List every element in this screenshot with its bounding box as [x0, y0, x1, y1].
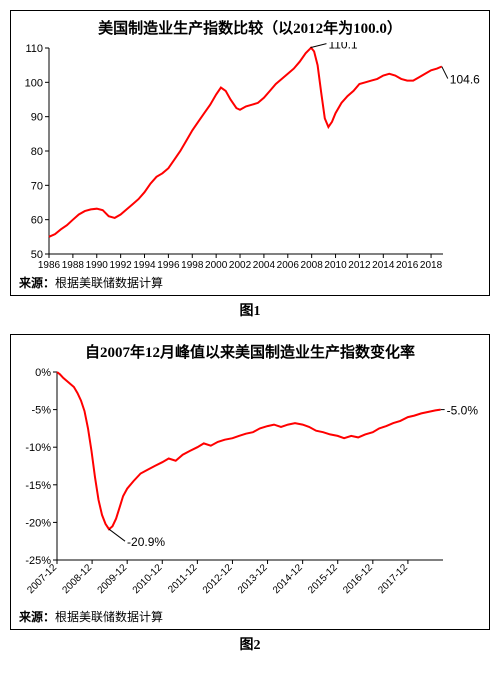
chart2-container: 自2007年12月峰值以来美国制造业生产指数变化率 0% -5% -10% -15% -…	[10, 334, 490, 630]
svg-text:2018: 2018	[420, 260, 443, 271]
svg-text:-15%: -15%	[25, 480, 51, 492]
svg-text:2012: 2012	[348, 260, 371, 271]
svg-text:70: 70	[31, 180, 43, 192]
svg-text:2008-12: 2008-12	[60, 562, 94, 596]
svg-text:100: 100	[25, 77, 43, 89]
svg-text:-10%: -10%	[25, 442, 51, 454]
chart2-fig-label: 图2	[10, 634, 490, 654]
svg-text:1988: 1988	[62, 260, 85, 271]
svg-text:2009-12: 2009-12	[96, 562, 130, 596]
svg-text:2015-12: 2015-12	[306, 562, 340, 596]
svg-text:0%: 0%	[35, 367, 51, 379]
svg-text:2016: 2016	[396, 260, 419, 271]
svg-text:2014-12: 2014-12	[271, 562, 305, 596]
svg-text:2017-12: 2017-12	[376, 562, 410, 596]
svg-text:2013-12: 2013-12	[236, 562, 270, 596]
svg-text:-20%: -20%	[25, 517, 51, 529]
chart1-svg: 5060708090100110198619881990199219941996…	[19, 42, 481, 272]
svg-text:2014: 2014	[372, 260, 395, 271]
chart1-title: 美国制造业生产指数比较（以2012年为100.0）	[19, 17, 481, 38]
chart1-source-prefix: 来源：	[19, 276, 55, 290]
svg-text:-5%: -5%	[31, 405, 51, 417]
svg-text:2008: 2008	[301, 260, 324, 271]
svg-text:110.1: 110.1	[328, 42, 357, 52]
chart2-source-text: 根据美联储数据计算	[55, 610, 163, 624]
svg-text:2010: 2010	[324, 260, 347, 271]
svg-text:-20.9%: -20.9%	[127, 535, 165, 549]
chart2-source: 来源：根据美联储数据计算	[19, 608, 481, 625]
svg-text:2011-12: 2011-12	[166, 562, 200, 596]
svg-text:2012-12: 2012-12	[201, 562, 235, 596]
svg-text:110: 110	[25, 43, 43, 55]
svg-text:1990: 1990	[86, 260, 109, 271]
svg-text:-5.0%: -5.0%	[447, 404, 479, 418]
svg-text:80: 80	[31, 146, 43, 158]
svg-text:1992: 1992	[110, 260, 133, 271]
svg-text:1998: 1998	[181, 260, 204, 271]
chart1-fig-label: 图1	[10, 300, 490, 320]
svg-text:60: 60	[31, 215, 43, 227]
svg-text:2002: 2002	[229, 260, 252, 271]
svg-text:1986: 1986	[38, 260, 61, 271]
chart2-source-prefix: 来源：	[19, 610, 55, 624]
chart1-container: 美国制造业生产指数比较（以2012年为100.0） 50607080901001…	[10, 10, 490, 296]
svg-text:90: 90	[31, 112, 43, 124]
svg-text:2006: 2006	[277, 260, 300, 271]
svg-text:2000: 2000	[205, 260, 228, 271]
chart1-source-text: 根据美联储数据计算	[55, 276, 163, 290]
chart2-title: 自2007年12月峰值以来美国制造业生产指数变化率	[19, 341, 481, 362]
svg-text:2007-12: 2007-12	[25, 562, 59, 596]
svg-text:104.6: 104.6	[450, 73, 480, 87]
chart1-source: 来源：根据美联储数据计算	[19, 274, 481, 291]
svg-text:2004: 2004	[253, 260, 276, 271]
svg-text:1996: 1996	[157, 260, 180, 271]
chart2-svg: 0%-5%-10%-15%-20%-25%2007-122008-122009-…	[19, 366, 481, 606]
svg-text:2010-12: 2010-12	[131, 562, 165, 596]
svg-text:1994: 1994	[133, 260, 156, 271]
svg-text:2016-12: 2016-12	[341, 562, 375, 596]
